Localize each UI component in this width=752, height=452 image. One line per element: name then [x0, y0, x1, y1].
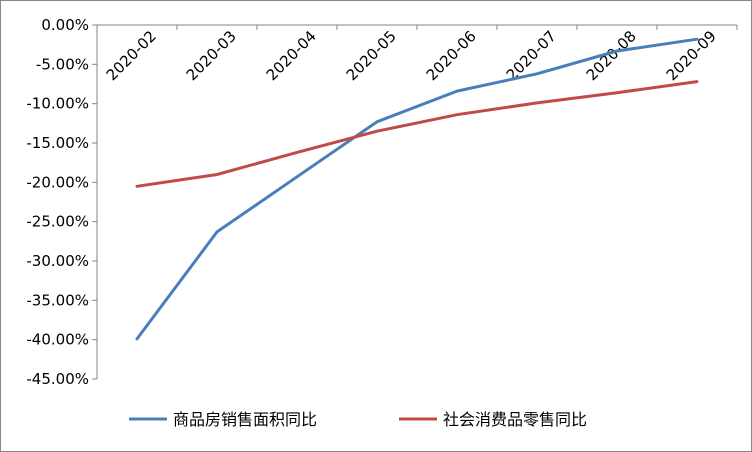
y-tick-label: 0.00%: [41, 16, 89, 34]
y-tick-label: -25.00%: [26, 213, 89, 231]
x-tick-label: 2020-04: [263, 27, 320, 84]
series-line-2: [135, 80, 699, 188]
legend: 商品房销售面积同比 社会消费品零售同比: [129, 410, 587, 429]
x-tick-label: 2020-08: [583, 27, 640, 84]
y-tick-label: -15.00%: [26, 134, 89, 152]
y-tick-label: -30.00%: [26, 252, 89, 270]
axes: [92, 24, 738, 380]
y-tick-label: -40.00%: [26, 331, 89, 349]
series-line-1: [135, 37, 699, 341]
y-tick-label: -45.00%: [26, 370, 89, 388]
y-tick-label: -20.00%: [26, 173, 89, 191]
x-tick-label: 2020-02: [103, 27, 160, 84]
series-lines: [135, 37, 699, 341]
legend-label-2: 社会消费品零售同比: [443, 410, 587, 429]
x-tick-label: 2020-05: [343, 27, 400, 84]
y-tick-label: -35.00%: [26, 291, 89, 309]
y-tick-labels: 0.00% -5.00% -10.00% -15.00% -20.00% -25.00% -…: [26, 16, 89, 388]
y-tick-label: -10.00%: [26, 95, 89, 113]
legend-label-1: 商品房销售面积同比: [173, 410, 317, 429]
x-tick-label: 2020-09: [663, 27, 720, 84]
x-tick-labels: 2020-02 2020-03 2020-04 2020-05 2020-06 2020-…: [103, 27, 720, 84]
y-tick-label: -5.00%: [36, 55, 89, 73]
x-tick-label: 2020-06: [423, 27, 480, 84]
x-tick-label: 2020-03: [183, 27, 240, 84]
